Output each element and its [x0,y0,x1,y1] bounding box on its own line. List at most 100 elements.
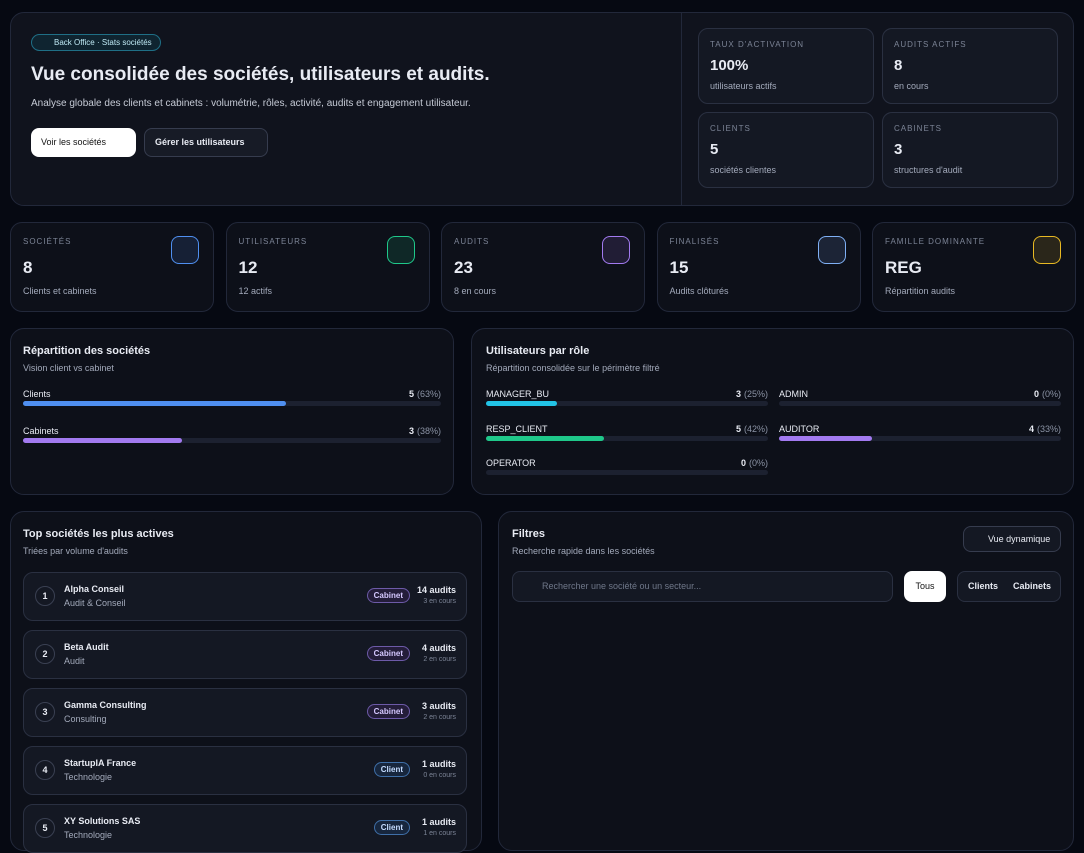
bar-label: OPERATOR [486,458,536,468]
summary-label: CLIENTS [710,124,751,133]
company-sector: Consulting [64,714,107,724]
type-badge: Cabinet [366,704,410,719]
panel-subtitle: Répartition consolidée sur le périmètre … [486,363,660,373]
type-badge: Client [373,762,410,777]
count: 0 [740,458,746,468]
bar-track [23,438,441,443]
kpi-value: 12 [238,258,258,277]
kpi-note: 8 en cours [454,286,497,296]
company-name: Alpha Conseil [64,584,125,594]
company-name: XY Solutions SAS [64,816,141,826]
summary-card [698,112,874,188]
percent: (42%) [743,423,768,434]
type-badge: Cabinet [366,588,410,603]
ongoing: 0 en cours [423,772,456,779]
ongoing: 3 en cours [423,598,456,605]
kpi-icon [386,236,415,264]
bar [486,435,605,441]
percent: (25%) [743,389,768,399]
roles-panel [471,328,1074,495]
kpi-label: FINALISÉS [669,237,720,246]
kpi-icon [817,236,846,264]
filters-panel [498,511,1074,851]
bar-value: 3 (38%) [23,426,441,436]
summary-note: sociétés clientes [710,165,777,175]
ongoing: 2 en cours [423,714,456,721]
split-panel [10,328,454,495]
bar-value: 5 (42%) [486,424,768,434]
summary-card [882,112,1058,188]
count: 0 [1033,389,1039,399]
bar-label: Clients [23,389,51,399]
summary-label: TAUX D'ACTIVATION [710,40,805,49]
kpi-card [656,222,861,312]
company-name: Gamma Consulting [64,700,147,710]
tab[interactable]: Clients [968,581,999,591]
subtitle: Analyse globale des clients et cabinets … [31,98,471,109]
kpi-card [10,222,214,312]
bar-value: 0 (0%) [779,389,1061,399]
panel-subtitle: Recherche rapide dans les sociétés [512,546,655,556]
button[interactable]: Gérer les utilisateurs [144,128,268,157]
kpi-card [872,222,1076,312]
summary-value: 3 [894,141,903,158]
search-input[interactable]: Rechercher une société ou un secteur... [512,571,893,602]
bar-track [486,401,768,406]
rank: 5 [35,818,55,838]
summary-value: 5 [710,141,719,158]
company-name: Beta Audit [64,642,109,652]
panel-title: Répartition des sociétés [23,345,151,357]
tab[interactable]: Tous [904,571,946,602]
bar [23,438,182,443]
company-sector: Technologie [64,830,113,840]
rank: 1 [35,586,55,606]
bar-track [779,435,1061,441]
top-panel [10,511,482,851]
panel-title: Utilisateurs par rôle [486,345,590,357]
page: Back Office · Stats sociétés Vue consolid… [10,12,1076,853]
count: 5 [735,423,741,434]
count: 3 [408,426,414,436]
bar [779,435,873,441]
button[interactable]: Vue dynamique [963,526,1061,552]
percent: (63%) [416,389,441,399]
tab[interactable]: Cabinets [1013,581,1052,591]
kpi-icon [602,236,630,264]
bar-track [779,401,1061,406]
bar-track [486,435,768,441]
company-sector: Technologie [64,772,113,782]
kpi-value: 8 [23,258,33,277]
badge: Back Office · Stats sociétés [31,34,161,51]
kpi-label: SOCIÉTÉS [23,237,72,246]
count: 3 [735,389,741,399]
company-sector: Audit & Conseil [64,598,126,608]
button[interactable]: Voir les sociétés [31,128,136,157]
bar-value: 5 (63%) [23,389,441,399]
audits: 14 audits [416,585,456,595]
tab-group [957,571,1061,602]
bar-track [486,470,768,475]
audits: 4 audits [421,643,456,653]
percent: (0%) [748,458,768,468]
kpi-icon [1033,236,1061,264]
bar-value: 4 (33%) [779,424,1061,434]
kpi-label: UTILISATEURS [238,237,308,246]
summary-card [882,28,1058,104]
panel-subtitle: Vision client vs cabinet [23,363,114,373]
rank: 4 [35,760,55,780]
audits: 3 audits [421,701,456,711]
kpi-card [441,222,645,312]
count: 4 [1028,423,1034,434]
type-badge: Client [373,820,410,835]
summary-note: utilisateurs actifs [710,81,777,91]
summary-value: 100% [710,57,749,74]
panel-subtitle: Triées par volume d'audits [23,546,128,556]
kpi-note: Audits clôturés [669,286,729,296]
kpi-value: 15 [669,258,689,277]
bar-value: 3 (25%) [486,389,768,399]
kpi-value: REG [885,258,922,277]
kpi-note: 12 actifs [238,286,273,296]
bar-label: ADMIN [779,389,808,399]
type-badge: Cabinet [366,646,410,661]
percent: (0%) [1041,389,1061,399]
